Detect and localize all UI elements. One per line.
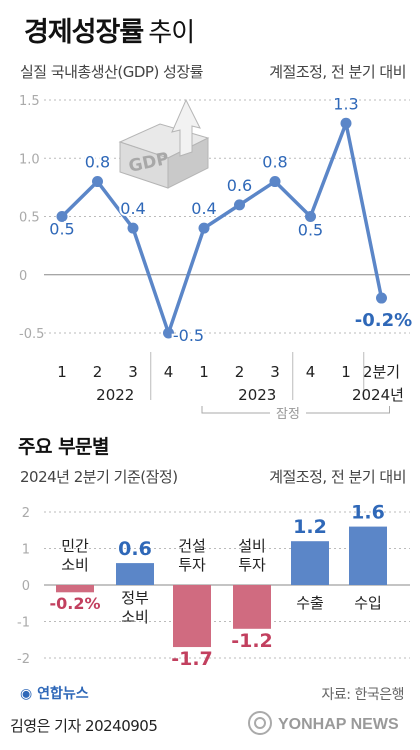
bar-value-label: -1.2	[231, 630, 273, 652]
sector-bar-chart: 210-1-2-0.2%민간소비0.6정부소비-1.7건설투자-1.2설비투자1…	[17, 502, 410, 670]
data-label: 0.4	[191, 199, 216, 218]
category-label: 건설	[178, 537, 206, 555]
bar-value-label: 1.6	[351, 502, 385, 524]
watermark-emblem-icon	[248, 711, 272, 735]
preliminary-label-bg	[270, 405, 306, 420]
data-point	[163, 327, 174, 339]
y-tick-label: 0	[19, 269, 27, 284]
icon-face-right	[167, 137, 209, 189]
data-point	[198, 222, 210, 234]
gdp-line-chart: 1.5 1.0 0.5 0 -0.5 GDP 0.5 0.8 0.4 -0.5 0.4 0.6 0.8 0…	[19, 92, 414, 420]
x-tick-label: 1	[199, 363, 209, 381]
year-label: 2024년	[352, 386, 404, 404]
x-tick-label: 1	[341, 363, 351, 381]
bar-chart-subtitle: 2024년 2분기 기준(잠정)	[20, 468, 178, 486]
y-tick-label: 1.5	[19, 94, 40, 109]
y-tick-label: -2	[17, 652, 30, 667]
watermark-emblem-inner	[254, 717, 266, 729]
bar	[291, 541, 329, 585]
bar-value-label: -1.7	[171, 648, 213, 670]
bar	[56, 585, 94, 593]
x-tick-label: 4	[306, 363, 316, 381]
yonhap-logo-mark: ◉	[20, 686, 38, 702]
bar-value-label: -0.2%	[49, 594, 100, 613]
x-tick-label: 2	[235, 363, 245, 381]
yonhap-logo: ◉ 연합뉴스	[20, 683, 89, 703]
y-tick-label: -1	[17, 616, 30, 631]
y-tick-label: 0	[22, 579, 30, 594]
x-tick-label: 2	[93, 363, 103, 381]
data-label: 0.5	[298, 221, 323, 240]
data-label: -0.5	[173, 326, 204, 345]
data-point	[56, 211, 68, 222]
category-label: 소비	[61, 556, 89, 574]
data-point	[376, 292, 387, 304]
source-note: 자료: 한국은행	[321, 687, 405, 703]
data-point	[340, 117, 352, 129]
data-label: 0.4	[120, 199, 145, 218]
data-label: 0.8	[262, 153, 287, 172]
sector-section-title: 주요 부문별	[18, 436, 110, 458]
data-label: 1.3	[333, 94, 358, 113]
y-tick-label: 2	[22, 506, 30, 521]
x-tick-label: 1	[57, 363, 67, 381]
bar	[116, 563, 154, 585]
watermark-text: YONHAP NEWS	[278, 716, 399, 733]
line-chart-note: 계절조정, 전 분기 대비	[269, 63, 406, 81]
title-sub: 추이	[148, 18, 195, 48]
year-label: 2023	[238, 386, 276, 404]
data-point	[234, 199, 245, 211]
data-point	[92, 176, 103, 188]
bar	[349, 526, 387, 585]
bar	[233, 585, 271, 629]
year-label: 2022	[96, 386, 134, 404]
category-label: 정부	[121, 589, 149, 607]
line-chart-subtitle: 실질 국내총생산(GDP) 성장률	[20, 63, 203, 81]
credit-line: 김영은 기자 20240905	[10, 717, 158, 735]
yonhap-logo-text: 연합뉴스	[37, 686, 89, 702]
data-label: 0.8	[85, 153, 110, 172]
category-label: 설비	[238, 537, 266, 555]
preliminary-label: 잠정	[276, 407, 300, 420]
bar-chart-note: 계절조정, 전 분기 대비	[269, 468, 406, 486]
bar	[173, 585, 211, 648]
yonhap-watermark: YONHAP NEWS	[248, 711, 399, 735]
y-tick-label: 1	[22, 543, 30, 558]
data-point	[305, 211, 316, 222]
title-main: 경제성장률	[24, 17, 144, 48]
y-tick-label: 1.0	[19, 152, 40, 167]
bar-value-label: 0.6	[118, 538, 152, 560]
bar-value-label: 1.2	[293, 516, 327, 538]
x-tick-label: 3	[128, 363, 138, 381]
category-label: 투자	[238, 556, 266, 574]
y-tick-label: 0.5	[19, 211, 40, 226]
category-label: 투자	[178, 556, 206, 574]
data-point	[269, 176, 281, 188]
x-tick-label: 2분기	[363, 363, 400, 381]
data-label: -0.2%	[355, 310, 412, 331]
category-label: 수입	[354, 594, 382, 612]
category-label: 민간	[61, 537, 89, 555]
x-tick-label: 3	[270, 363, 280, 381]
y-tick-label: -0.5	[19, 327, 44, 342]
page-title: 경제성장률 추이	[24, 10, 195, 49]
data-point	[127, 222, 139, 234]
series-line	[60, 121, 384, 335]
data-label: 0.5	[49, 220, 74, 239]
category-label: 수출	[296, 594, 324, 612]
icon-arrow	[171, 98, 201, 157]
category-label: 소비	[121, 608, 149, 626]
x-tick-label: 4	[164, 363, 174, 381]
data-label: 0.6	[227, 176, 252, 195]
gdp-box-icon: GDP	[118, 98, 210, 189]
